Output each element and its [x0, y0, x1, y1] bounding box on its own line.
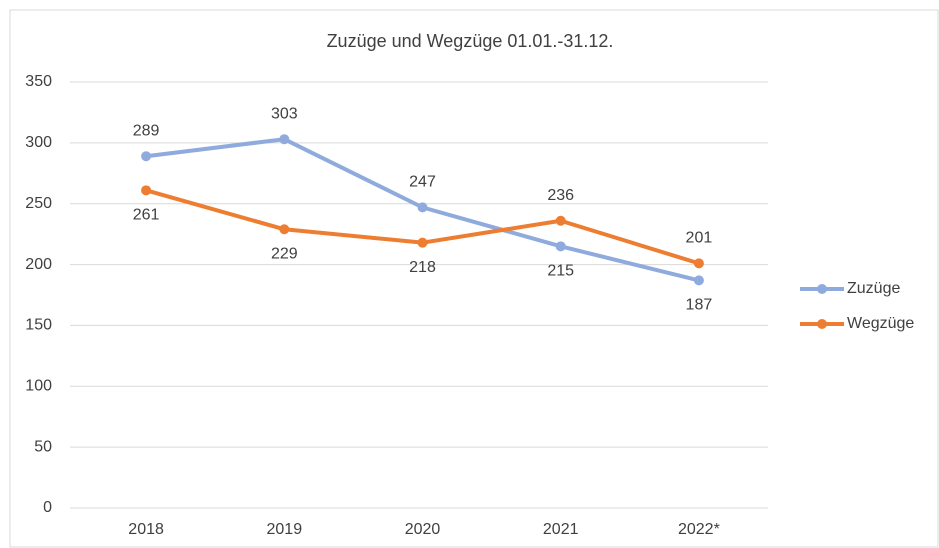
- point: [141, 185, 152, 196]
- point: [279, 224, 290, 235]
- x-tick-label: 2021: [543, 521, 579, 538]
- data-label: 289: [133, 122, 160, 139]
- legend-label: Zuzüge: [847, 280, 900, 297]
- point: [693, 258, 704, 269]
- x-tick-label: 2018: [128, 521, 164, 538]
- point: [279, 134, 290, 145]
- point: [555, 215, 566, 226]
- y-tick-label: 250: [25, 195, 52, 212]
- y-tick-label: 350: [25, 73, 52, 90]
- chart-title: Zuzüge und Wegzüge 01.01.-31.12.: [327, 31, 614, 51]
- point: [417, 202, 428, 213]
- data-label: 247: [409, 174, 436, 191]
- data-label: 201: [686, 230, 713, 247]
- data-label: 215: [547, 263, 574, 280]
- y-tick-label: 0: [43, 499, 52, 516]
- y-tick-label: 50: [34, 438, 52, 455]
- data-label: 218: [409, 259, 436, 276]
- y-tick-label: 200: [25, 256, 52, 273]
- y-tick-label: 150: [25, 317, 52, 334]
- y-tick-label: 300: [25, 134, 52, 151]
- x-tick-label: 2022*: [678, 521, 720, 538]
- x-tick-label: 2019: [267, 521, 303, 538]
- data-label: 261: [133, 207, 160, 224]
- data-label: 236: [547, 187, 574, 204]
- data-label: 229: [271, 245, 298, 262]
- x-tick-label: 2020: [405, 521, 441, 538]
- point: [141, 151, 152, 162]
- chart-border: [9, 9, 939, 548]
- data-label: 187: [686, 297, 713, 314]
- legend-label: Wegzüge: [847, 315, 914, 332]
- legend-marker: [817, 284, 827, 294]
- point: [693, 275, 704, 286]
- legend-marker: [817, 319, 827, 329]
- point: [417, 237, 428, 248]
- data-label: 303: [271, 105, 298, 122]
- y-tick-label: 100: [25, 378, 52, 395]
- point: [555, 241, 566, 252]
